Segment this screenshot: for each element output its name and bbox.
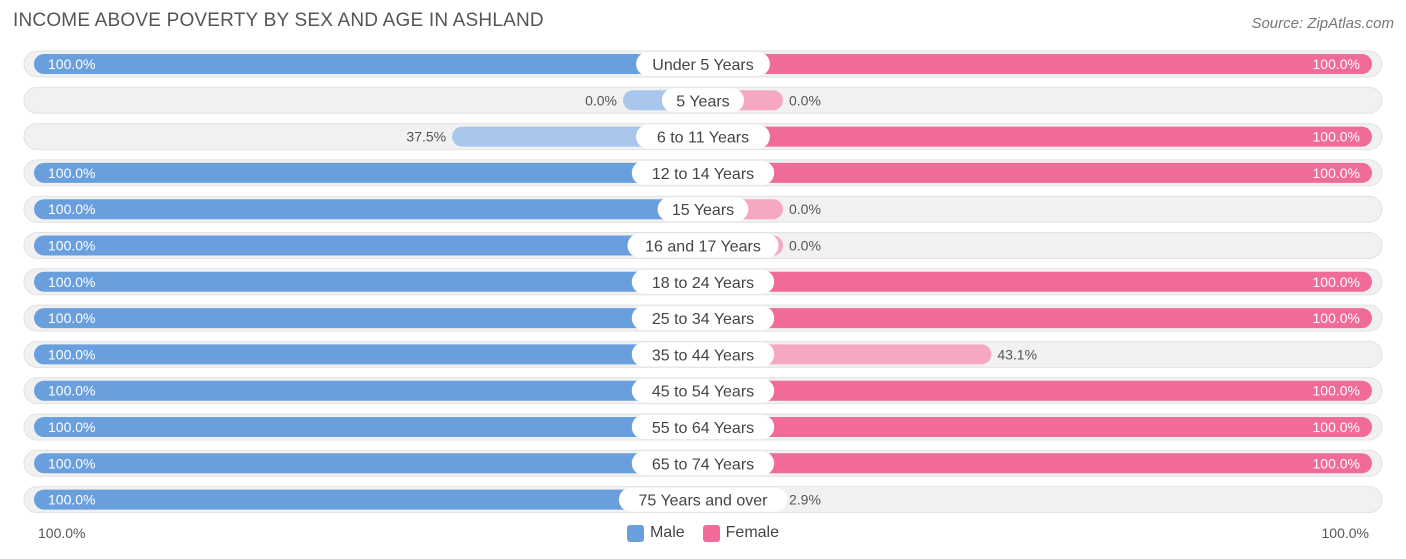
male-value-label: 100.0%	[48, 201, 95, 217]
female-value-label: 100.0%	[1313, 383, 1360, 399]
category-label: 5 Years	[676, 93, 729, 110]
category-label: 15 Years	[672, 202, 734, 219]
category-label: 6 to 11 Years	[657, 130, 749, 147]
category-label-bg	[631, 342, 775, 367]
legend-swatch-male	[626, 524, 644, 542]
category-label-bg	[631, 269, 775, 294]
male-bar	[34, 453, 703, 474]
category-label: 25 to 34 Years	[652, 311, 754, 328]
male-value-label: 0.0%	[585, 92, 617, 108]
female-bar	[703, 380, 1372, 401]
female-value-label: 100.0%	[1313, 165, 1360, 181]
category-label: 12 to 14 Years	[652, 166, 754, 183]
category-label-bg	[636, 52, 770, 76]
axis-right-label: 100.0%	[1321, 525, 1369, 541]
female-bar	[703, 126, 1372, 147]
category-label-bg	[631, 160, 775, 185]
male-value-label: 100.0%	[48, 455, 95, 471]
category-label: Under 5 Years	[652, 57, 753, 74]
category-label-bg	[631, 415, 775, 439]
female-value-label: 0.0%	[789, 201, 821, 217]
legend-item-male[interactable]: Male	[626, 524, 685, 542]
female-value-label: 100.0%	[1313, 129, 1360, 145]
axis-left-label: 100.0%	[38, 525, 86, 541]
female-bar	[703, 453, 1372, 474]
category-label: 35 to 44 Years	[652, 347, 754, 364]
female-bar	[703, 271, 1372, 292]
legend-swatch-female	[702, 524, 720, 542]
female-value-label: 100.0%	[1313, 455, 1360, 471]
category-label-bg	[661, 88, 745, 113]
category-label-bg	[631, 306, 775, 331]
category-label-bg	[631, 378, 775, 403]
female-bar	[703, 162, 1372, 183]
source-label: Source: ZipAtlas.com	[1251, 15, 1394, 32]
male-bar	[34, 54, 703, 74]
female-value-label: 100.0%	[1313, 56, 1360, 72]
male-bar	[34, 417, 703, 437]
female-value-label: 2.9%	[789, 492, 821, 508]
category-label: 75 Years and over	[639, 493, 769, 510]
male-bar	[34, 308, 703, 329]
male-bar	[34, 344, 703, 365]
female-bar	[703, 308, 1372, 329]
female-bar	[703, 417, 1372, 437]
category-label: 18 to 24 Years	[652, 275, 754, 292]
category-label-bg	[657, 197, 749, 222]
category-label: 45 to 54 Years	[652, 384, 754, 401]
legend-label-male: Male	[649, 524, 685, 541]
female-value-label: 43.1%	[997, 346, 1037, 362]
male-bar	[34, 380, 703, 401]
male-bar	[34, 199, 703, 220]
male-bar	[34, 489, 703, 510]
category-label-bg	[631, 451, 775, 476]
category-label: 55 to 64 Years	[652, 420, 754, 437]
category-label: 65 to 74 Years	[652, 456, 754, 473]
female-value-label: 0.0%	[789, 238, 821, 254]
male-value-label: 100.0%	[48, 419, 95, 435]
female-value-label: 100.0%	[1313, 274, 1360, 290]
female-value-label: 100.0%	[1313, 310, 1360, 326]
male-bar	[34, 235, 703, 256]
chart: 100.0% 100.0% Under 5 Years 0.0% 0.0% 5 Years…	[23, 50, 1383, 514]
female-value-label: 0.0%	[789, 92, 821, 108]
legend-label-female: Female	[725, 524, 780, 541]
male-value-label: 100.0%	[48, 238, 95, 254]
male-value-label: 100.0%	[48, 56, 95, 72]
male-bar	[34, 162, 703, 183]
category-label-bg	[627, 233, 779, 258]
male-value-label: 100.0%	[48, 383, 95, 399]
female-bar	[703, 344, 992, 365]
male-value-label: 37.5%	[406, 129, 446, 145]
female-bar	[703, 54, 1372, 74]
legend-item-female[interactable]: Female	[702, 524, 780, 542]
male-bar	[34, 271, 703, 292]
male-value-label: 100.0%	[48, 274, 95, 290]
male-value-label: 100.0%	[48, 165, 95, 181]
chart-title: INCOME ABOVE POVERTY BY SEX AND AGE IN A…	[13, 10, 544, 31]
category-label: 16 and 17 Years	[645, 239, 761, 256]
category-label-bg	[618, 487, 788, 512]
male-value-label: 100.0%	[48, 492, 95, 508]
male-value-label: 100.0%	[48, 346, 95, 362]
female-value-label: 100.0%	[1313, 419, 1360, 435]
male-value-label: 100.0%	[48, 310, 95, 326]
category-label-bg	[636, 124, 770, 149]
legend: Male Female	[0, 524, 1406, 542]
